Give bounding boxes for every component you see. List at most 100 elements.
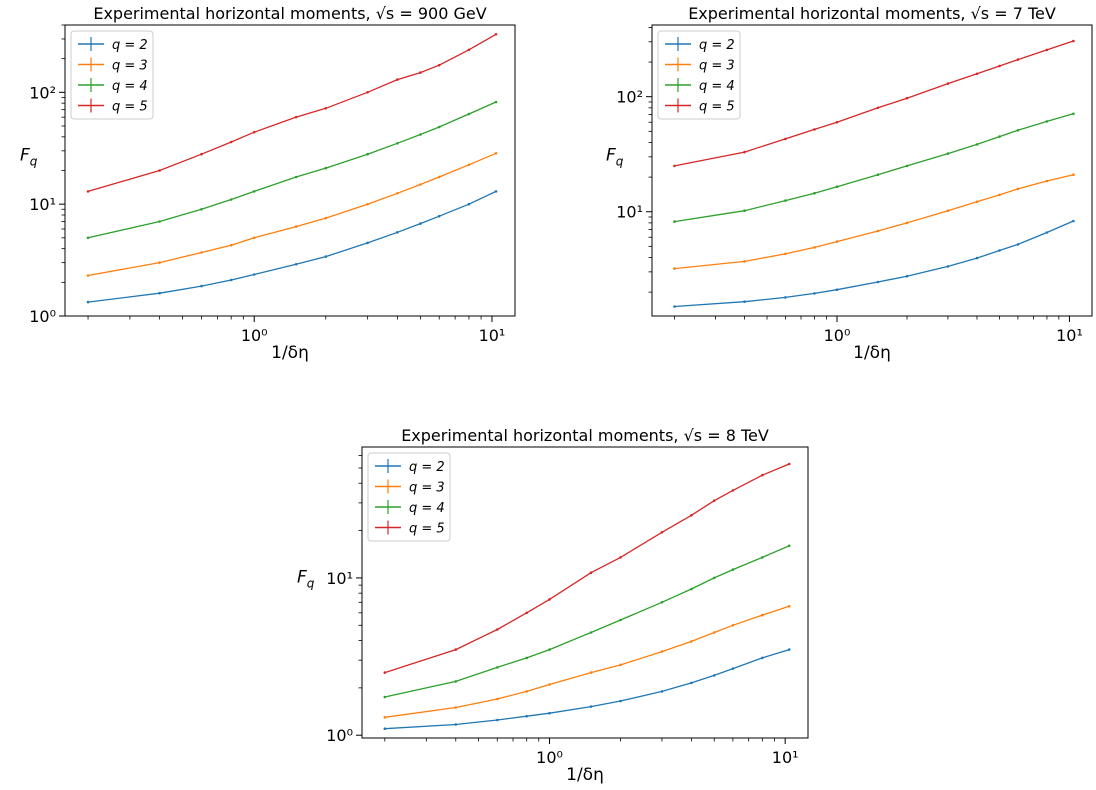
data-point (731, 489, 735, 492)
data-point (743, 150, 746, 154)
data-point (761, 556, 764, 559)
data-point (419, 222, 422, 225)
data-point (975, 200, 979, 204)
data-point (589, 631, 593, 634)
data-point (835, 185, 839, 188)
data-point (454, 723, 458, 726)
data-point (787, 605, 791, 608)
legend-box (657, 30, 741, 120)
data-point (998, 249, 1001, 252)
data-point (454, 680, 458, 683)
data-point (383, 716, 387, 719)
legend-label: q = 3 (699, 59, 735, 74)
data-point (324, 107, 328, 110)
data-point (467, 163, 471, 167)
data-point (787, 462, 791, 466)
data-point (731, 667, 735, 670)
data-point (324, 255, 328, 258)
y-tick-label: 10² (29, 83, 56, 102)
legend-label: q = 3 (112, 59, 148, 74)
data-point (660, 531, 664, 534)
data-point (252, 130, 256, 134)
data-point (324, 166, 328, 170)
chart-title: Experimental horizontal moments, √s = 8 … (401, 426, 769, 445)
data-point (496, 718, 499, 722)
data-point (619, 556, 622, 559)
data-point (1045, 48, 1049, 52)
data-point (437, 175, 441, 179)
series-q2 (86, 190, 498, 304)
data-point (383, 727, 387, 730)
data-point (946, 209, 950, 212)
x-tick-label: 10¹ (479, 326, 506, 345)
chart-title: Experimental horizontal moments, √s = 7 … (688, 4, 1056, 23)
data-point (619, 699, 622, 703)
series-line (674, 113, 1074, 223)
data-point (494, 152, 498, 155)
y-axis-label: Fq (297, 568, 315, 591)
data-point (294, 115, 298, 119)
data-point (383, 671, 387, 674)
legend-entry: q = 4 (665, 78, 735, 94)
data-point (835, 240, 839, 243)
legend-label: q = 4 (699, 79, 735, 94)
legend-label: q = 5 (409, 522, 445, 537)
data-point (383, 695, 387, 699)
data-point (787, 648, 791, 651)
series-line (674, 220, 1074, 308)
data-point (761, 656, 764, 660)
series-line (384, 605, 790, 718)
data-point (366, 152, 369, 156)
data-point (690, 587, 693, 591)
data-point (589, 671, 593, 674)
series-q2 (383, 648, 791, 730)
data-point (712, 674, 716, 677)
data-point (712, 576, 716, 580)
legend-label: q = 5 (699, 100, 735, 115)
data-point (589, 705, 593, 708)
data-point (690, 681, 693, 685)
series-line (87, 152, 497, 277)
data-point (294, 263, 298, 266)
data-point (905, 164, 909, 168)
data-point (946, 152, 950, 155)
data-point (548, 598, 551, 601)
data-point (1016, 129, 1020, 132)
data-point (419, 183, 422, 186)
legend-box (70, 30, 154, 120)
data-point (548, 648, 551, 651)
data-point (905, 221, 909, 225)
x-axis-label: 1/δη (271, 343, 309, 363)
series-q3 (86, 152, 498, 277)
x-axis-label: 1/δη (566, 765, 604, 785)
data-point (905, 274, 909, 278)
data-point (525, 690, 528, 693)
data-point (86, 190, 90, 193)
data-point (660, 690, 664, 693)
data-point (366, 241, 369, 245)
data-point (396, 231, 399, 234)
data-point (86, 274, 90, 277)
legend-label: q = 5 (112, 100, 148, 115)
axes-frame (361, 446, 809, 739)
data-point (619, 663, 622, 667)
data-point (548, 683, 551, 686)
data-point (673, 267, 676, 270)
data-point (229, 278, 233, 282)
data-point (975, 72, 979, 76)
legend-label: q = 4 (409, 501, 445, 516)
data-point (761, 613, 764, 617)
data-point (200, 251, 203, 254)
chart-panel-3: Experimental horizontal moments, √s = 8 … (297, 426, 809, 785)
data-point (158, 169, 161, 172)
data-point (876, 229, 880, 233)
y-tick-label: 10² (616, 88, 643, 107)
series-line (674, 174, 1074, 270)
data-point (525, 714, 528, 718)
data-point (743, 260, 746, 263)
y-tick-label: 10⁰ (29, 307, 56, 326)
data-point (660, 650, 664, 653)
data-point (454, 706, 458, 709)
data-point (876, 280, 880, 284)
